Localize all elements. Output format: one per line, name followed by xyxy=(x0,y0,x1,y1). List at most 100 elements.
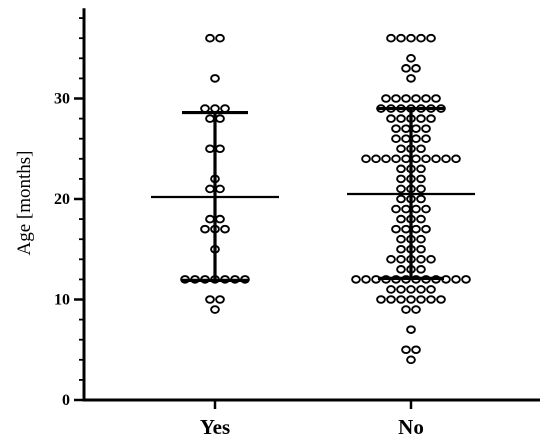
data-point xyxy=(220,224,230,234)
data-point xyxy=(441,154,451,164)
data-point xyxy=(416,214,426,224)
data-point xyxy=(205,214,215,224)
data-point xyxy=(391,224,401,234)
mean-sd-bars xyxy=(151,106,475,283)
data-point xyxy=(421,204,431,214)
data-point xyxy=(351,275,361,284)
data-point xyxy=(396,244,406,254)
data-point xyxy=(416,33,426,43)
data-point xyxy=(396,295,406,304)
data-point xyxy=(406,54,416,63)
data-point xyxy=(406,285,416,294)
data-point xyxy=(416,254,426,264)
y-tick-label: 10 xyxy=(54,292,70,309)
data-point xyxy=(406,295,416,304)
data-point xyxy=(406,33,416,43)
data-point xyxy=(436,295,446,304)
data-point xyxy=(421,134,431,143)
data-point xyxy=(371,154,381,164)
data-point xyxy=(396,174,406,184)
data-point xyxy=(396,285,406,294)
data-point xyxy=(396,114,406,123)
data-point xyxy=(396,234,406,244)
data-point xyxy=(431,94,441,103)
data-point xyxy=(401,134,411,143)
data-point xyxy=(210,305,220,314)
data-point xyxy=(416,184,426,194)
data-point xyxy=(396,254,406,264)
data-point xyxy=(401,345,411,355)
data-point xyxy=(386,295,396,304)
data-point xyxy=(401,154,411,164)
data-point xyxy=(386,33,396,43)
data-point xyxy=(205,295,215,304)
data-point xyxy=(215,114,225,123)
data-point xyxy=(391,124,401,133)
data-point xyxy=(396,33,406,43)
data-point xyxy=(210,74,220,83)
data-point xyxy=(215,144,225,154)
data-point xyxy=(411,64,421,73)
data-point xyxy=(416,234,426,244)
data-point xyxy=(386,114,396,123)
data-point xyxy=(406,325,416,334)
data-point xyxy=(210,104,220,113)
data-point xyxy=(381,154,391,164)
data-point xyxy=(391,154,401,164)
data-point xyxy=(396,194,406,204)
data-point xyxy=(215,33,225,43)
data-point xyxy=(451,275,461,284)
data-point xyxy=(421,224,431,234)
data-point xyxy=(220,104,230,113)
data-point xyxy=(376,295,386,304)
axes: 0 10 20 30 Yes No xyxy=(54,8,540,439)
data-point xyxy=(215,295,225,304)
data-point xyxy=(416,174,426,184)
data-point xyxy=(411,134,421,143)
data-point xyxy=(396,144,406,154)
data-point xyxy=(411,224,421,234)
data-point xyxy=(411,345,421,355)
data-point xyxy=(401,94,411,103)
data-point xyxy=(401,305,411,314)
data-point xyxy=(406,74,416,83)
data-point xyxy=(426,285,436,294)
data-point xyxy=(396,184,406,194)
data-point xyxy=(391,94,401,103)
data-point xyxy=(361,154,371,164)
data-point xyxy=(426,33,436,43)
data-point xyxy=(396,265,406,274)
data-point xyxy=(401,124,411,133)
y-axis-title: Age [months] xyxy=(14,150,35,255)
y-tick-label: 20 xyxy=(54,191,70,208)
data-point xyxy=(416,295,426,304)
data-point xyxy=(416,194,426,204)
data-point xyxy=(406,355,416,365)
data-point xyxy=(431,154,441,164)
data-point xyxy=(411,94,421,103)
data-point xyxy=(411,305,421,314)
data-point xyxy=(416,285,426,294)
data-point xyxy=(416,114,426,123)
data-point xyxy=(200,104,210,113)
data-point xyxy=(421,154,431,164)
data-point xyxy=(215,214,225,224)
data-point xyxy=(205,33,215,43)
data-point xyxy=(205,114,215,123)
data-point xyxy=(401,64,411,73)
data-point xyxy=(451,154,461,164)
data-point xyxy=(416,164,426,174)
data-point xyxy=(205,144,215,154)
x-tick-label: Yes xyxy=(200,415,230,439)
data-point xyxy=(401,204,411,214)
data-point xyxy=(416,244,426,254)
data-point xyxy=(421,94,431,103)
data-point xyxy=(381,94,391,103)
x-tick-label: No xyxy=(398,415,424,439)
data-point xyxy=(391,134,401,143)
data-point xyxy=(386,285,396,294)
data-point xyxy=(426,295,436,304)
data-point xyxy=(391,204,401,214)
data-point xyxy=(461,275,471,284)
